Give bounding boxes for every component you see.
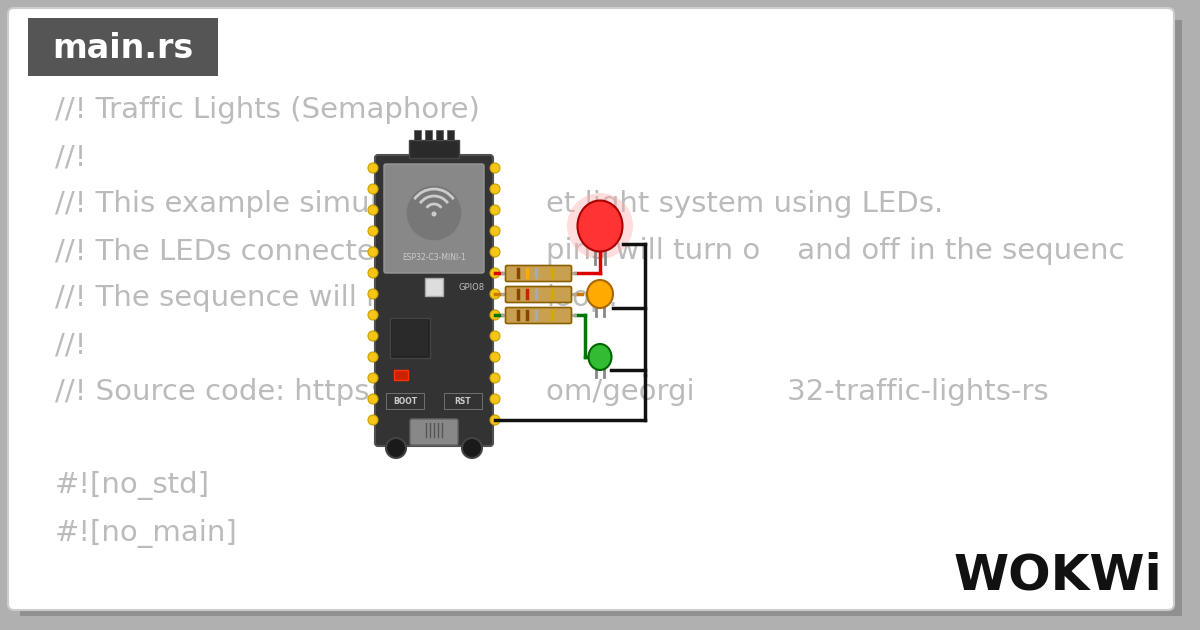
Text: //! Traffic Lights (Semaphore): //! Traffic Lights (Semaphore): [55, 96, 480, 124]
Bar: [409, 140, 458, 158]
Text: GPIO8: GPIO8: [458, 284, 485, 292]
Circle shape: [368, 184, 378, 194]
Circle shape: [490, 205, 500, 215]
FancyBboxPatch shape: [505, 265, 571, 282]
Circle shape: [386, 438, 406, 458]
Bar: [386, 393, 424, 409]
Bar: [390, 318, 430, 358]
Circle shape: [490, 226, 500, 236]
Text: //!: //!: [55, 143, 86, 171]
Circle shape: [490, 247, 500, 257]
Ellipse shape: [588, 344, 612, 370]
FancyBboxPatch shape: [374, 155, 493, 446]
Text: //! The LEDs connecte: //! The LEDs connecte: [55, 237, 374, 265]
Text: main.rs: main.rs: [53, 33, 193, 66]
Bar: [444, 393, 482, 409]
Circle shape: [490, 352, 500, 362]
Circle shape: [462, 438, 482, 458]
Text: loop.: loop.: [546, 284, 618, 312]
Circle shape: [368, 373, 378, 383]
Circle shape: [490, 373, 500, 383]
Text: #![no_main]: #![no_main]: [55, 518, 238, 547]
Text: //! This example simul: //! This example simul: [55, 190, 378, 218]
FancyBboxPatch shape: [505, 287, 571, 302]
Ellipse shape: [577, 200, 623, 251]
Text: pins will turn o    and off in the sequenc: pins will turn o and off in the sequenc: [546, 237, 1124, 265]
Circle shape: [490, 331, 500, 341]
Circle shape: [490, 394, 500, 404]
FancyBboxPatch shape: [410, 419, 458, 445]
Text: #![no_std]: #![no_std]: [55, 471, 210, 500]
Bar: [28, 18, 218, 76]
Bar: [425, 130, 432, 140]
Bar: [446, 130, 454, 140]
Circle shape: [490, 310, 500, 320]
Circle shape: [368, 394, 378, 404]
FancyBboxPatch shape: [384, 164, 484, 273]
Text: //! Source code: https:: //! Source code: https:: [55, 378, 379, 406]
Circle shape: [490, 415, 500, 425]
FancyBboxPatch shape: [505, 307, 571, 323]
Text: WOKWi: WOKWi: [954, 551, 1163, 599]
Text: om/georgi          32-traffic-lights-rs: om/georgi 32-traffic-lights-rs: [546, 378, 1049, 406]
Circle shape: [368, 205, 378, 215]
Circle shape: [368, 289, 378, 299]
Circle shape: [406, 185, 462, 241]
Text: //! The sequence will r: //! The sequence will r: [55, 284, 378, 312]
Circle shape: [368, 310, 378, 320]
Circle shape: [490, 184, 500, 194]
Bar: [392, 320, 428, 356]
FancyBboxPatch shape: [8, 8, 1174, 610]
Circle shape: [368, 226, 378, 236]
Bar: [436, 130, 443, 140]
Text: et light system using LEDs.: et light system using LEDs.: [546, 190, 943, 218]
Circle shape: [432, 212, 437, 217]
Bar: [394, 370, 408, 380]
Text: BOOT: BOOT: [392, 396, 418, 406]
Text: ESP32-C3-MINI-1: ESP32-C3-MINI-1: [402, 253, 466, 261]
Circle shape: [490, 268, 500, 278]
Circle shape: [368, 415, 378, 425]
Ellipse shape: [568, 193, 634, 259]
Circle shape: [368, 163, 378, 173]
Bar: [414, 130, 421, 140]
Circle shape: [368, 331, 378, 341]
Circle shape: [490, 289, 500, 299]
Ellipse shape: [587, 280, 613, 308]
Text: RST: RST: [455, 396, 472, 406]
Bar: [425, 278, 443, 296]
Circle shape: [368, 247, 378, 257]
Text: //!: //!: [55, 331, 86, 359]
Circle shape: [368, 268, 378, 278]
Circle shape: [368, 352, 378, 362]
Circle shape: [490, 163, 500, 173]
